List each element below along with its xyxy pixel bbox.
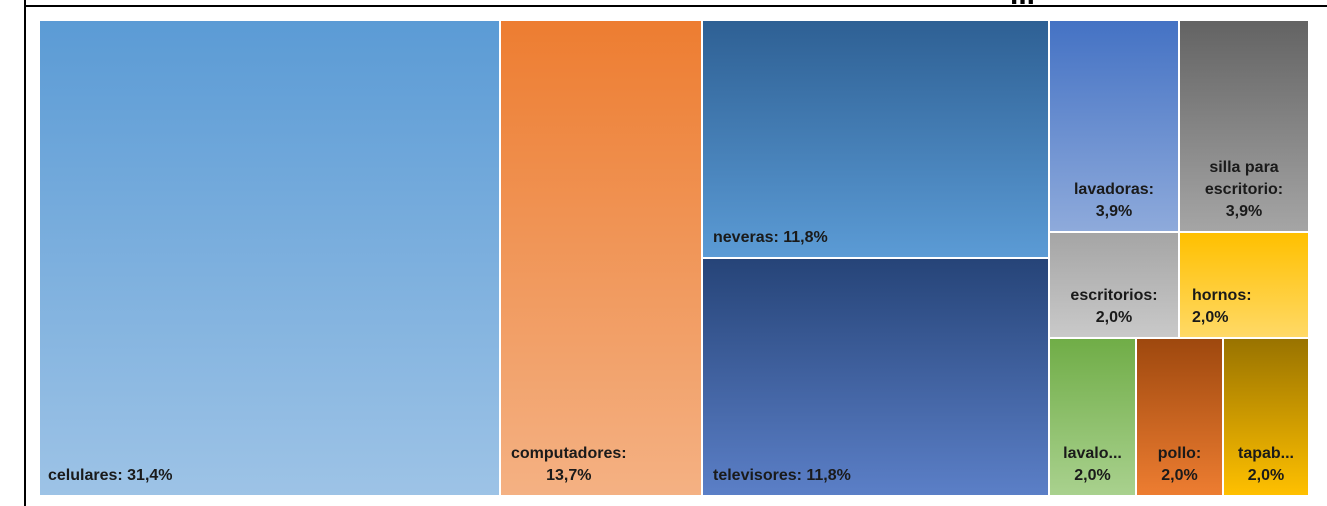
tile-silla-para-escritorio: silla para escritorio: 3,9% — [1179, 20, 1309, 232]
chart-top-border — [24, 5, 1327, 7]
label-silla-para-escritorio: silla para escritorio: 3,9% — [1204, 159, 1284, 220]
tile-lavadoras: lavadoras: 3,9% — [1049, 20, 1179, 232]
tile-neveras: neveras: 11,8% — [702, 20, 1049, 258]
label-pollo: pollo: 2,0% — [1157, 445, 1202, 484]
label-tapab: tapab... 2,0% — [1237, 445, 1294, 484]
tile-televisores: televisores: 11,8% — [702, 258, 1049, 496]
label-lavadoras: lavadoras: 3,9% — [1073, 181, 1155, 220]
tile-escritorios: escritorios: 2,0% — [1049, 232, 1179, 338]
treemap-plot: celulares: 31,4% computadores: 13,7% nev… — [39, 20, 1309, 496]
label-neveras: neveras: 11,8% — [713, 229, 828, 246]
tile-tapab: tapab... 2,0% — [1223, 338, 1309, 496]
label-hornos: hornos: 2,0% — [1192, 287, 1252, 326]
label-televisores: televisores: 11,8% — [713, 467, 851, 484]
label-escritorios: escritorios: 2,0% — [1070, 287, 1158, 326]
tile-lavalo: lavalo... 2,0% — [1049, 338, 1136, 496]
label-lavalo: lavalo... 2,0% — [1063, 445, 1122, 484]
chart-frame — [24, 0, 1327, 506]
tile-celulares: celulares: 31,4% — [39, 20, 500, 496]
chart-title-fragment: ... — [1010, 0, 1035, 12]
tile-computadores: computadores: 13,7% — [500, 20, 702, 496]
label-computadores: computadores: 13,7% — [511, 445, 627, 484]
tile-pollo: pollo: 2,0% — [1136, 338, 1223, 496]
label-celulares: celulares: 31,4% — [48, 467, 173, 484]
tile-hornos: hornos: 2,0% — [1179, 232, 1309, 338]
